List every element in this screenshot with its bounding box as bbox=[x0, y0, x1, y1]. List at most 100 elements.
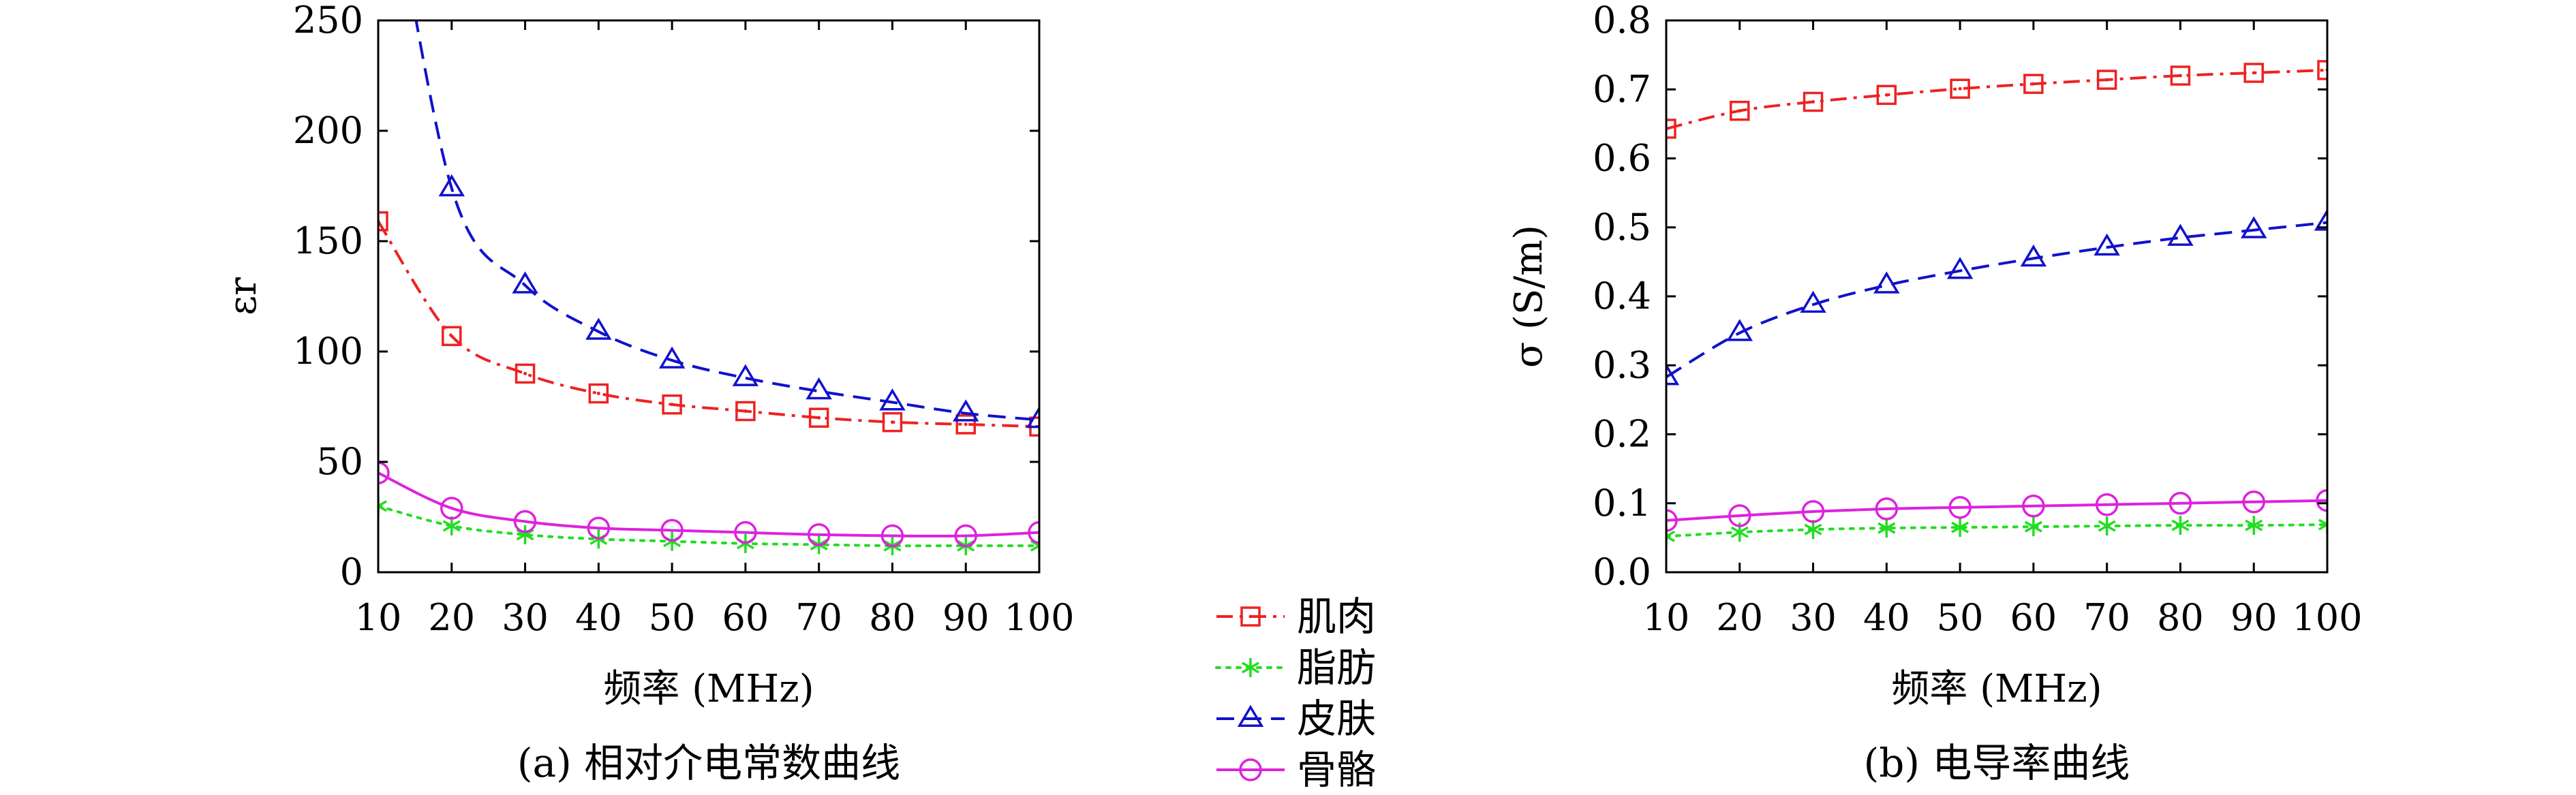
dielectric-point-skin bbox=[732, 364, 759, 386]
x-tick-label: 30 bbox=[1790, 596, 1837, 639]
dielectric-point-bone bbox=[440, 497, 463, 520]
legend-label: 骨骼 bbox=[1297, 747, 1376, 793]
dielectric-point-skin bbox=[438, 174, 465, 197]
conductivity-point-fat bbox=[1666, 527, 1675, 546]
x-tick-label: 100 bbox=[2292, 596, 2362, 639]
dielectric-point-fat bbox=[1030, 536, 1039, 556]
conductivity-point-bone bbox=[2316, 488, 2327, 512]
conductivity-x-axis-title: 频率 (MHz) bbox=[1891, 667, 2102, 711]
dielectric-x-axis-title: 频率 (MHz) bbox=[603, 667, 814, 711]
conductivity-point-fat bbox=[2024, 517, 2042, 537]
conductivity-line-fat bbox=[1666, 523, 2327, 538]
conductivity-line-bone bbox=[1666, 499, 2327, 523]
dielectric-point-muscle bbox=[808, 407, 829, 428]
x-tick-label: 90 bbox=[2230, 596, 2278, 639]
legend-item-skin: 皮肤 bbox=[1216, 696, 1376, 742]
conductivity-point-muscle bbox=[2096, 69, 2117, 90]
x-tick-label: 50 bbox=[1937, 596, 1984, 639]
dielectric-point-bone bbox=[807, 523, 831, 546]
legend-label: 肌肉 bbox=[1297, 593, 1376, 640]
conductivity-point-fat bbox=[1877, 518, 1896, 538]
dielectric-point-skin bbox=[585, 317, 612, 340]
dielectric-point-muscle bbox=[442, 326, 462, 347]
conductivity-point-bone bbox=[1666, 509, 1678, 532]
conductivity-point-muscle bbox=[1876, 84, 1897, 106]
y-tick-label: 0.6 bbox=[1593, 137, 1651, 180]
conductivity-point-muscle bbox=[2023, 74, 2044, 94]
x-tick-label: 40 bbox=[575, 596, 622, 639]
dielectric-point-skin bbox=[658, 346, 686, 369]
x-tick-label: 80 bbox=[869, 596, 916, 639]
conductivity-point-muscle bbox=[2170, 65, 2191, 86]
dielectric-point-muscle bbox=[735, 401, 756, 422]
conductivity-point-bone bbox=[2022, 495, 2045, 518]
dielectric-series-bone bbox=[378, 461, 1039, 548]
dielectric-point-skin bbox=[952, 399, 979, 422]
dielectric-point-skin bbox=[1026, 406, 1039, 428]
conductivity-series-bone bbox=[1666, 488, 2327, 532]
legend-item-fat: 脂肪 bbox=[1215, 644, 1376, 691]
conductivity-point-muscle bbox=[1950, 78, 1970, 99]
dielectric-y-axis-title: εr bbox=[221, 277, 265, 315]
dielectric-point-bone bbox=[1028, 520, 1039, 544]
y-tick-label: 150 bbox=[293, 219, 363, 262]
x-tick-label: 10 bbox=[355, 596, 402, 639]
conductivity-point-skin bbox=[1666, 363, 1680, 386]
dielectric-point-bone bbox=[378, 461, 390, 484]
conductivity-point-muscle bbox=[2243, 63, 2264, 83]
x-tick-label: 70 bbox=[795, 596, 842, 639]
conductivity-point-skin bbox=[1873, 271, 1900, 294]
y-tick-label: 0.4 bbox=[1593, 275, 1651, 317]
y-tick-label: 0.3 bbox=[1593, 343, 1651, 386]
conductivity-series-fat bbox=[1666, 515, 2327, 546]
conductivity-point-skin bbox=[1946, 257, 1974, 279]
legend-label: 皮肤 bbox=[1297, 696, 1376, 742]
dielectric-point-muscle bbox=[515, 363, 536, 384]
conductivity-y-axis-title: σ (S/m) bbox=[1507, 225, 1551, 368]
dielectric-line-fat bbox=[378, 504, 1039, 548]
conductivity-point-fat bbox=[2098, 516, 2116, 536]
x-tick-label: 20 bbox=[428, 596, 475, 639]
y-tick-label: 0.2 bbox=[1593, 413, 1651, 456]
conductivity-series-muscle bbox=[1666, 60, 2327, 139]
conductivity-plot-area bbox=[1666, 60, 2327, 546]
dielectric-point-bone bbox=[660, 518, 684, 542]
y-tick-label: 0.0 bbox=[1593, 550, 1651, 593]
y-tick-label: 0 bbox=[340, 550, 363, 593]
x-tick-label: 100 bbox=[1004, 596, 1074, 639]
conductivity-point-bone bbox=[1801, 500, 1825, 523]
y-tick-label: 100 bbox=[293, 330, 363, 373]
conductivity-axis-frame bbox=[1665, 19, 2329, 574]
dielectric-chart: 10 20 30 40 50 60 70 80 90 100 0 50 100 150 200 250 频率 … bbox=[221, 0, 1075, 786]
conductivity-point-skin bbox=[2020, 244, 2047, 267]
dielectric-point-skin bbox=[806, 377, 832, 400]
dielectric-point-bone bbox=[734, 520, 757, 544]
legend-item-bone: 骨骼 bbox=[1216, 747, 1376, 793]
x-tick-label: 30 bbox=[502, 596, 549, 639]
dielectric-point-muscle bbox=[955, 414, 976, 435]
conductivity-point-fat bbox=[1804, 520, 1822, 540]
conductivity-point-fat bbox=[2245, 516, 2263, 535]
conductivity-line-muscle bbox=[1666, 68, 2327, 130]
x-tick-label: 40 bbox=[1863, 596, 1910, 639]
conductivity-point-bone bbox=[2242, 490, 2265, 514]
y-tick-label: 0.5 bbox=[1593, 206, 1651, 249]
x-tick-label: 80 bbox=[2157, 596, 2204, 639]
conductivity-point-fat bbox=[2318, 515, 2327, 535]
dielectric-point-muscle bbox=[662, 394, 682, 415]
dielectric-line-muscle bbox=[378, 220, 1039, 428]
dielectric-point-skin bbox=[879, 388, 906, 411]
x-tick-label: 90 bbox=[942, 596, 990, 639]
x-tick-label: 50 bbox=[649, 596, 696, 639]
conductivity-point-muscle bbox=[1730, 100, 1750, 121]
conductivity-series-skin bbox=[1666, 208, 2327, 386]
conductivity-point-bone bbox=[2095, 493, 2119, 516]
conductivity-caption: (b) 电导率曲线 bbox=[1864, 740, 2130, 786]
legend-marker bbox=[1239, 758, 1262, 781]
conductivity-point-skin bbox=[1726, 319, 1753, 341]
legend-marker bbox=[1240, 606, 1261, 627]
dielectric-ticks: 10 20 30 40 50 60 70 80 90 100 0 50 100 150 200 250 bbox=[293, 0, 1075, 639]
dielectric-caption: (a) 相对介电常数曲线 bbox=[517, 740, 900, 786]
conductivity-point-bone bbox=[1875, 497, 1899, 520]
